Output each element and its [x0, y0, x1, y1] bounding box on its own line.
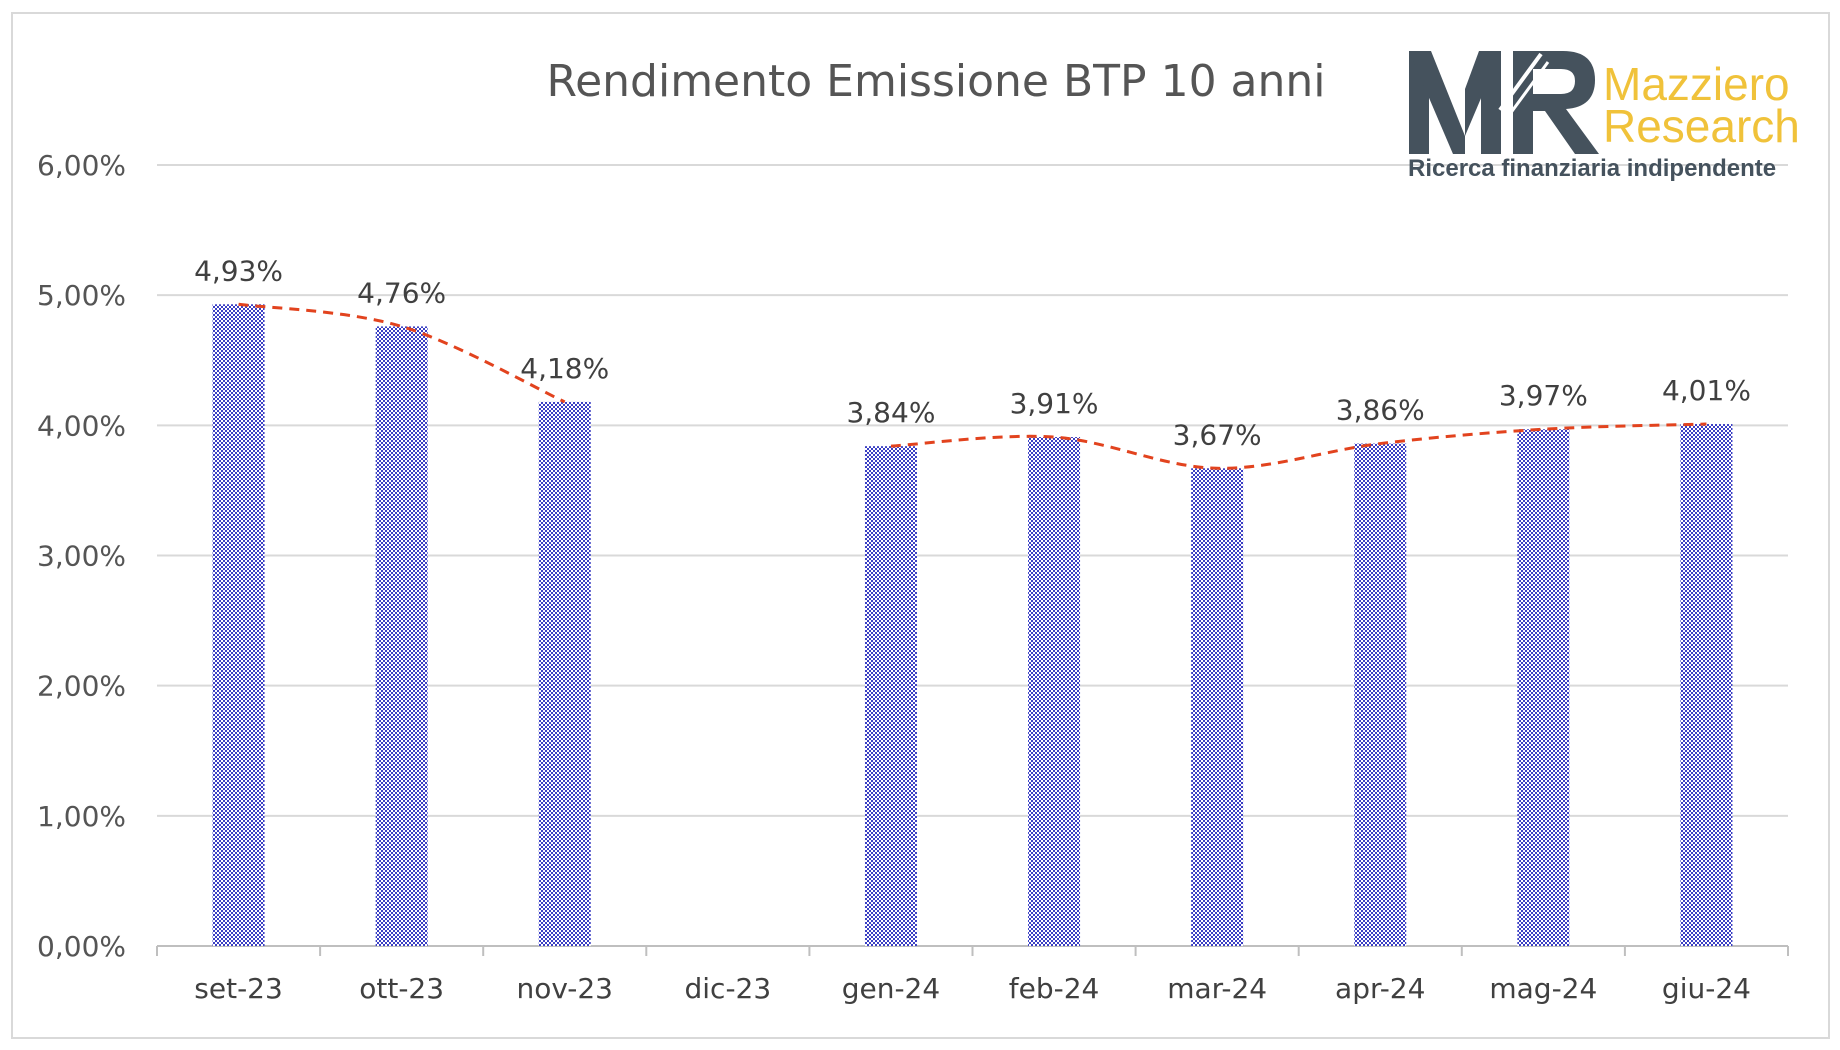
data-label: 4,01%	[1662, 374, 1751, 407]
data-label: 3,91%	[1010, 387, 1099, 420]
x-tick-label: ott-23	[359, 972, 444, 1005]
bar	[375, 326, 428, 946]
bar	[1191, 468, 1244, 946]
y-tick-label: 3,00%	[37, 540, 126, 573]
bar-chart: Rendimento Emissione BTP 10 anni 0,00% 1,…	[37, 51, 1800, 1005]
x-tick-label: mag-24	[1489, 972, 1597, 1005]
y-tick-label: 1,00%	[37, 800, 126, 833]
y-tick-label: 5,00%	[37, 279, 126, 312]
bar	[1680, 424, 1733, 946]
y-tick-label: 0,00%	[37, 930, 126, 963]
x-tick-label: mar-24	[1167, 972, 1267, 1005]
data-label: 4,93%	[194, 254, 283, 287]
bar	[1517, 429, 1570, 946]
y-tick-label: 2,00%	[37, 670, 126, 703]
trendline-segment	[890, 422, 1707, 470]
y-tick-label: 6,00%	[37, 149, 126, 182]
x-axis: set-23 ott-23 nov-23 dic-23 gen-24 feb-24 mar-…	[156, 945, 1789, 1005]
x-tick-label: nov-23	[517, 972, 613, 1005]
bar	[864, 446, 917, 946]
logo-name-line1: Mazziero	[1603, 58, 1790, 110]
x-tick-label: set-23	[194, 972, 283, 1005]
x-tick-label: feb-24	[1009, 972, 1100, 1005]
data-label: 3,84%	[846, 396, 935, 429]
mazziero-research-logo: Mazziero Research Ricerca finanziaria in…	[1408, 51, 1800, 182]
chart-frame: Rendimento Emissione BTP 10 anni 0,00% 1,…	[11, 12, 1830, 1039]
data-label: 3,67%	[1173, 418, 1262, 451]
bar	[1354, 443, 1407, 946]
y-axis-labels: 0,00% 1,00% 2,00% 3,00% 4,00% 5,00% 6,00%	[37, 149, 126, 963]
bars	[212, 304, 1733, 946]
trendline	[238, 302, 1707, 470]
data-label: 3,97%	[1499, 379, 1588, 412]
bar	[1028, 437, 1081, 946]
data-label: 4,76%	[357, 276, 446, 309]
bar	[212, 304, 265, 946]
x-tick-label: giu-24	[1662, 972, 1751, 1005]
logo-name-line2: Research	[1603, 100, 1800, 152]
data-labels: 4,93% 4,76% 4,18% 3,84% 3,91% 3,67% 3,86% 3,97%…	[194, 254, 1751, 451]
chart-title: Rendimento Emissione BTP 10 anni	[546, 56, 1325, 107]
grid-lines	[157, 164, 1788, 817]
logo-tagline: Ricerca finanziaria indipendente	[1408, 155, 1776, 182]
data-label: 3,86%	[1336, 394, 1425, 427]
y-tick-label: 4,00%	[37, 409, 126, 442]
x-tick-label: gen-24	[842, 972, 940, 1005]
trendline-segment	[238, 302, 566, 404]
x-tick-label: dic-23	[685, 972, 772, 1005]
bar	[538, 401, 591, 946]
x-tick-label: apr-24	[1335, 972, 1425, 1005]
mr-monogram-icon	[1409, 51, 1599, 154]
data-label: 4,18%	[520, 352, 609, 385]
